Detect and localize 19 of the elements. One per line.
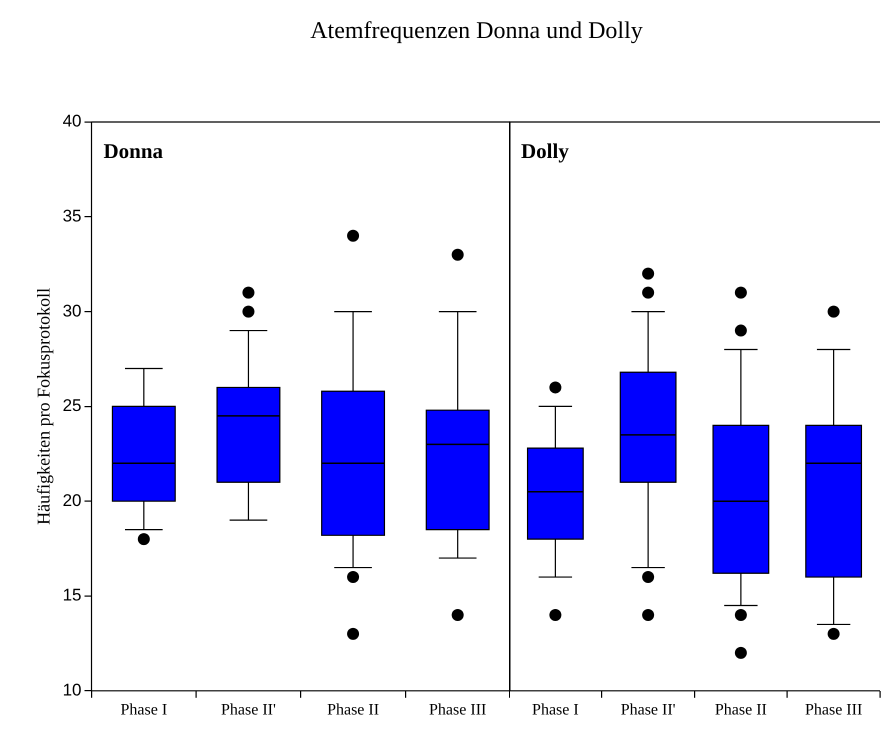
x-tick-label: Phase II [327,702,380,719]
y-tick-label: 25 [62,396,82,416]
x-tick-label: Phase II' [221,702,276,719]
y-tick-label: 40 [62,112,82,131]
y-tick-label: 30 [62,301,82,320]
annotation: Donna [104,138,164,163]
x-tick-label: Phase II' [620,702,676,719]
x-tick-label: Phase I [120,702,168,719]
y-tick-label: 20 [62,490,82,510]
x-tick-label: Phase II [714,702,767,719]
annotation: Dolly [521,138,570,163]
y-tick-label: 35 [62,206,82,226]
y-tick-label: 10 [62,680,82,700]
x-tick-label: Phase I [532,702,579,719]
chart-title: Atemfrequenzen Donna und Dolly [309,18,644,45]
y-axis-title: Häufigkeiten pro Fokusprotokoll [34,288,54,525]
x-tick-label: Phase III [804,702,862,719]
y-tick-label: 15 [62,586,82,605]
x-tick-label: Phase III [429,702,486,719]
